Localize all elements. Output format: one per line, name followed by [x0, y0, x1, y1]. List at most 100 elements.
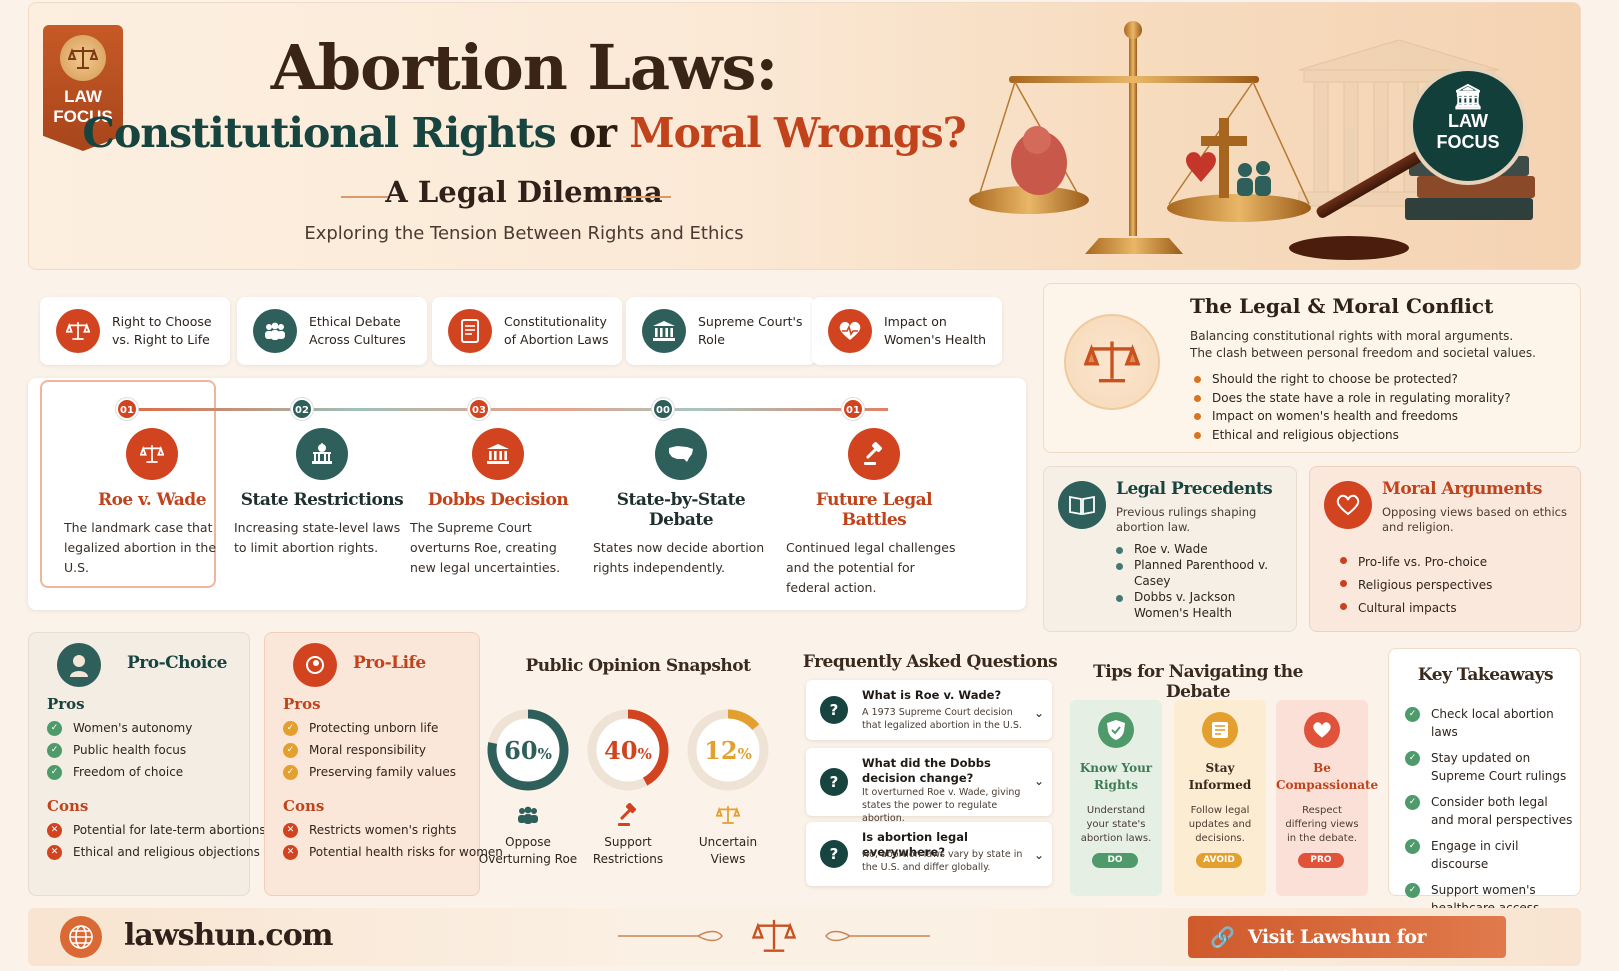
moral-description: Opposing views based on ethics and relig… [1382, 505, 1567, 534]
list-item-text: Check local abortion laws [1431, 707, 1554, 739]
list-item-text: Consider both legal and moral perspectiv… [1431, 795, 1573, 827]
opinion-caption-line2: Overturning Roe [478, 852, 578, 866]
timeline: 01 Roe v. Wade The landmark case that lega… [28, 378, 1026, 610]
topic-card[interactable]: Ethical Debate Across Cultures [237, 297, 427, 365]
timeline-item[interactable]: State Restrictions Increasing state-level… [234, 428, 410, 558]
book-icon [1058, 481, 1106, 529]
timeline-step-number: 00 [652, 398, 674, 420]
visit-lawshun-button[interactable]: 🔗 Visit Lawshun for Updates [1188, 916, 1506, 971]
check-icon: ✓ [1405, 795, 1420, 810]
heart-icon [1324, 481, 1372, 529]
shield-icon [1098, 712, 1134, 748]
courthouse-icon [642, 309, 686, 353]
subtitle-rights: Constitutional Rights [82, 109, 556, 157]
list-item: ✓ Freedom of choice [47, 761, 192, 783]
scales-icon [678, 800, 778, 830]
tip-card: Be Compassionate Respect differing views … [1276, 700, 1378, 896]
faq-question: Is abortion legal everywhere? [862, 830, 968, 859]
topic-card[interactable]: Right to Choose vs. Right to Life [40, 297, 230, 365]
timeline-item-title: Dobbs Decision [427, 490, 569, 510]
opinion-ring: 12% [687, 709, 769, 791]
people-icon [478, 800, 578, 830]
timeline-step-number: 03 [468, 398, 490, 420]
pro-life-pros: ✓ Protecting unborn life ✓ Moral responsibi… [283, 717, 456, 783]
courthouse-icon [472, 428, 524, 480]
list-item-text: Potential health risks for women [309, 845, 503, 859]
pro-life-pros-label: Pros [283, 695, 321, 713]
cross-icon: ✕ [47, 845, 62, 860]
faq-item[interactable]: ? Is abortion legal everywhere? No, aborti… [806, 822, 1052, 886]
topic-card[interactable]: Constitutionality of Abortion Laws [432, 297, 622, 365]
timeline-item[interactable]: Dobbs Decision The Supreme Court overturn… [410, 428, 586, 578]
list-item-text: Engage in civil discourse [1431, 839, 1519, 871]
list-item: ✓ Stay updated on Supreme Court rulings [1405, 749, 1573, 785]
timeline-item[interactable]: Roe v. Wade The landmark case that legali… [64, 428, 240, 578]
opinion-caption-line2: Restrictions [592, 852, 664, 866]
opinion-stat: 60% Oppose Overturning Roe [478, 706, 578, 868]
faq-answer: It overturned Roe v. Wade, giving states… [862, 787, 1021, 824]
list-item: Does the state have a role in regulating… [1190, 389, 1511, 408]
opinion-stat: 12% Uncertain Views [678, 706, 778, 868]
faq-question: What did the Dobbs decision change? [862, 756, 991, 785]
topic-card[interactable]: Impact on Women's Health [812, 297, 1002, 365]
check-icon: ✓ [1405, 751, 1420, 766]
pro-choice-cons: ✕ Potential for late-term abortions ✕ Ethic… [47, 819, 266, 863]
dilemma-heading: A Legal Dilemma [385, 175, 663, 209]
opinion-ring-fill [687, 709, 769, 791]
faq-title: Frequently Asked Questions [802, 652, 1058, 672]
timeline-item[interactable]: Future Legal Battles Continued legal chal… [786, 428, 962, 598]
timeline-step-number: 01 [842, 398, 864, 420]
woman-icon [57, 643, 101, 687]
opinion-ring: 40% [587, 709, 669, 791]
divider [341, 196, 389, 198]
list-item: ✓ Women's autonomy [47, 717, 192, 739]
faq-section: Frequently Asked Questions ? What is Roe … [802, 640, 1058, 896]
timeline-item-desc: The landmark case that legalized abortio… [64, 520, 217, 575]
tips-section: Tips for Navigating the Debate Know Your… [1066, 640, 1378, 896]
list-item-text: Potential for late-term abortions [73, 823, 266, 837]
pro-choice-card: Pro-Choice Pros ✓ Women's autonomy ✓ Public… [28, 632, 266, 896]
timeline-item-title: Roe v. Wade [97, 490, 207, 510]
chevron-down-icon[interactable]: ⌄ [1033, 774, 1044, 788]
faq-item[interactable]: ? What did the Dobbs decision change? It o… [806, 748, 1052, 824]
page-title: Abortion Laws: [270, 31, 779, 104]
chevron-down-icon[interactable]: ⌄ [1033, 706, 1044, 720]
tip-title: Stay Informed [1188, 761, 1252, 792]
heart-icon [1304, 712, 1340, 748]
site-link[interactable]: lawshun.com [124, 918, 333, 953]
topic-label: Right to Choose vs. Right to Life [112, 313, 212, 349]
topic-label: Supreme Court's Role [698, 313, 802, 349]
topic-strip: Right to Choose vs. Right to Life Ethical … [28, 283, 1026, 365]
timeline-item[interactable]: State-by-State Debate States now decide a… [593, 428, 769, 578]
question-icon: ? [820, 768, 848, 796]
pro-life-title: Pro-Life [353, 653, 426, 673]
list-item: ✓ Public health focus [47, 739, 192, 761]
list-item-text: Public health focus [73, 743, 187, 757]
opinion-caption-line1: Support [604, 835, 652, 849]
pro-life-card: Pro-Life Pros ✓ Protecting unborn life ✓ Mo… [264, 632, 503, 896]
timeline-step-number: 02 [291, 398, 313, 420]
faq-answer: No, abortion laws vary by state in the U… [862, 849, 1023, 873]
opinion-caption: Oppose Overturning Roe [478, 834, 578, 868]
conflict-bullets: Should the right to choose be protected?… [1190, 370, 1511, 444]
opinion-ring-fill [487, 709, 569, 791]
pro-life-cons: ✕ Restricts women's rights ✕ Potential heal… [283, 819, 503, 863]
topic-card[interactable]: Supreme Court's Role [626, 297, 816, 365]
timeline-item-desc: Continued legal challenges and the poten… [786, 540, 956, 595]
check-icon: ✓ [1405, 839, 1420, 854]
chevron-down-icon[interactable]: ⌄ [1033, 848, 1044, 862]
faq-item[interactable]: ? What is Roe v. Wade? A 1973 Supreme Cour… [806, 680, 1052, 740]
document-icon [448, 309, 492, 353]
takeaways-list: ✓ Check local abortion laws ✓ Stay updated … [1405, 705, 1573, 925]
tip-card: Stay Informed Follow legal updates and de… [1174, 700, 1266, 896]
conflict-desc-line2: The clash between personal freedom and s… [1190, 346, 1536, 360]
heart-pulse-icon [828, 309, 872, 353]
list-item: ✓ Moral responsibility [283, 739, 456, 761]
moral-arguments-card: Moral Arguments Opposing views based on … [1309, 466, 1581, 632]
badge-right-line2: FOCUS [1436, 132, 1500, 152]
newspaper-icon [1202, 712, 1238, 748]
list-item: Impact on women's health and freedoms [1190, 407, 1511, 426]
list-item: ✓ Engage in civil discourse [1405, 837, 1573, 873]
check-icon: ✓ [47, 743, 62, 758]
opinion-caption-line1: Uncertain [698, 835, 758, 849]
